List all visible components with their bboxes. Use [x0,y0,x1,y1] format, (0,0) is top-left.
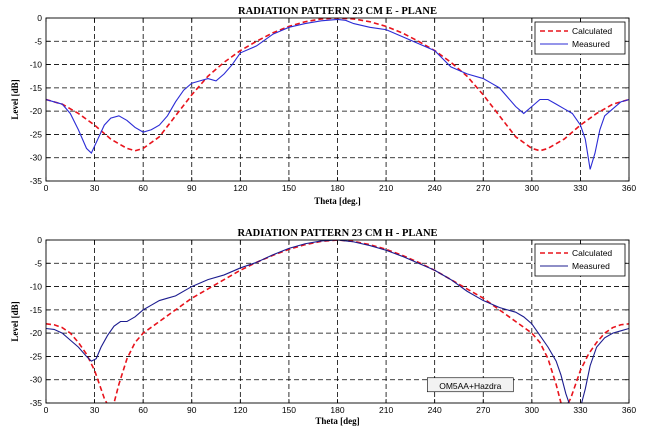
annotation-box [426,377,514,393]
y-tick-label: -10 [30,282,43,292]
x-tick-label: 240 [428,183,442,193]
e-plane-chart: 0 30 60 90 120 150 180 210 240 270 300 330 360 0 -5 -10… [10,6,636,206]
y-tick-label: -20 [30,106,43,116]
x-tick-label: 120 [233,405,247,415]
y-tick-label: -30 [30,375,43,385]
y-tick-label: -15 [30,83,43,93]
x-tick-label: 180 [330,183,344,193]
x-tick-label: 120 [233,183,247,193]
x-tick-label: 60 [138,405,148,415]
series-line-measured [46,18,629,170]
x-tick-label: 360 [622,405,636,415]
h-plane-chart: 0 30 60 90 120 150 180 210 240 270 300 330 360 0 -5 -10… [10,228,636,426]
series-line-calculated [46,18,629,152]
legend-label-measured: Measured [572,39,610,49]
x-axis-label: Theta [deg.] [314,196,361,206]
legend-label-calculated: Calculated [572,248,612,258]
annotation-text: OM5AA+Hazdra [439,381,501,391]
x-tick-label: 30 [90,183,100,193]
legend: Calculated Measured [534,243,626,277]
x-tick-label: 270 [476,405,490,415]
x-tick-label: 210 [379,405,393,415]
x-tick-label: 270 [476,183,490,193]
y-tick-label: -25 [30,351,43,361]
y-tick-label: -35 [30,398,43,408]
annotation: OM5AA+Hazdra [426,377,514,393]
legend: Calculated Measured [534,21,626,55]
legend-box [534,21,626,55]
y-tick-label: 0 [37,235,42,245]
x-tick-label: 180 [330,405,344,415]
axes-frame [45,239,630,404]
x-tick-label: 300 [525,405,539,415]
series-line-measured [46,240,629,403]
y-axis-label: Level [dB] [10,301,20,341]
y-tick-label: -30 [30,153,43,163]
y-tick-label: -25 [30,129,43,139]
chart-title: RADIATION PATTERN 23 CM H - PLANE [237,228,437,239]
x-tick-label: 150 [282,405,296,415]
x-tick-label: 60 [138,183,148,193]
x-tick-label: 150 [282,183,296,193]
legend-label-calculated: Calculated [572,26,612,36]
x-axis-label: Theta [deg] [315,416,359,426]
x-tick-label: 360 [622,183,636,193]
y-tick-label: -35 [30,176,43,186]
x-tick-label: 0 [44,405,49,415]
y-tick-label: 0 [37,13,42,23]
y-tick-label: -10 [30,60,43,70]
x-tick-label: 0 [44,183,49,193]
x-tick-label: 90 [187,183,197,193]
legend-label-measured: Measured [572,261,610,271]
x-tick-label: 90 [187,405,197,415]
x-tick-label: 240 [428,405,442,415]
chart-title: RADIATION PATTERN 23 CM E - PLANE [238,6,437,17]
y-tick-label: -20 [30,328,43,338]
axes-frame [45,17,630,182]
y-axis-label: Level [dB] [10,79,20,119]
x-tick-label: 210 [379,183,393,193]
y-tick-label: -5 [34,36,42,46]
x-tick-label: 330 [573,405,587,415]
y-tick-label: -5 [34,258,42,268]
x-tick-label: 330 [573,183,587,193]
x-tick-label: 30 [90,405,100,415]
legend-box [534,243,626,277]
x-tick-label: 300 [525,183,539,193]
series-group [46,18,629,170]
series-group [46,240,629,403]
y-tick-label: -15 [30,305,43,315]
